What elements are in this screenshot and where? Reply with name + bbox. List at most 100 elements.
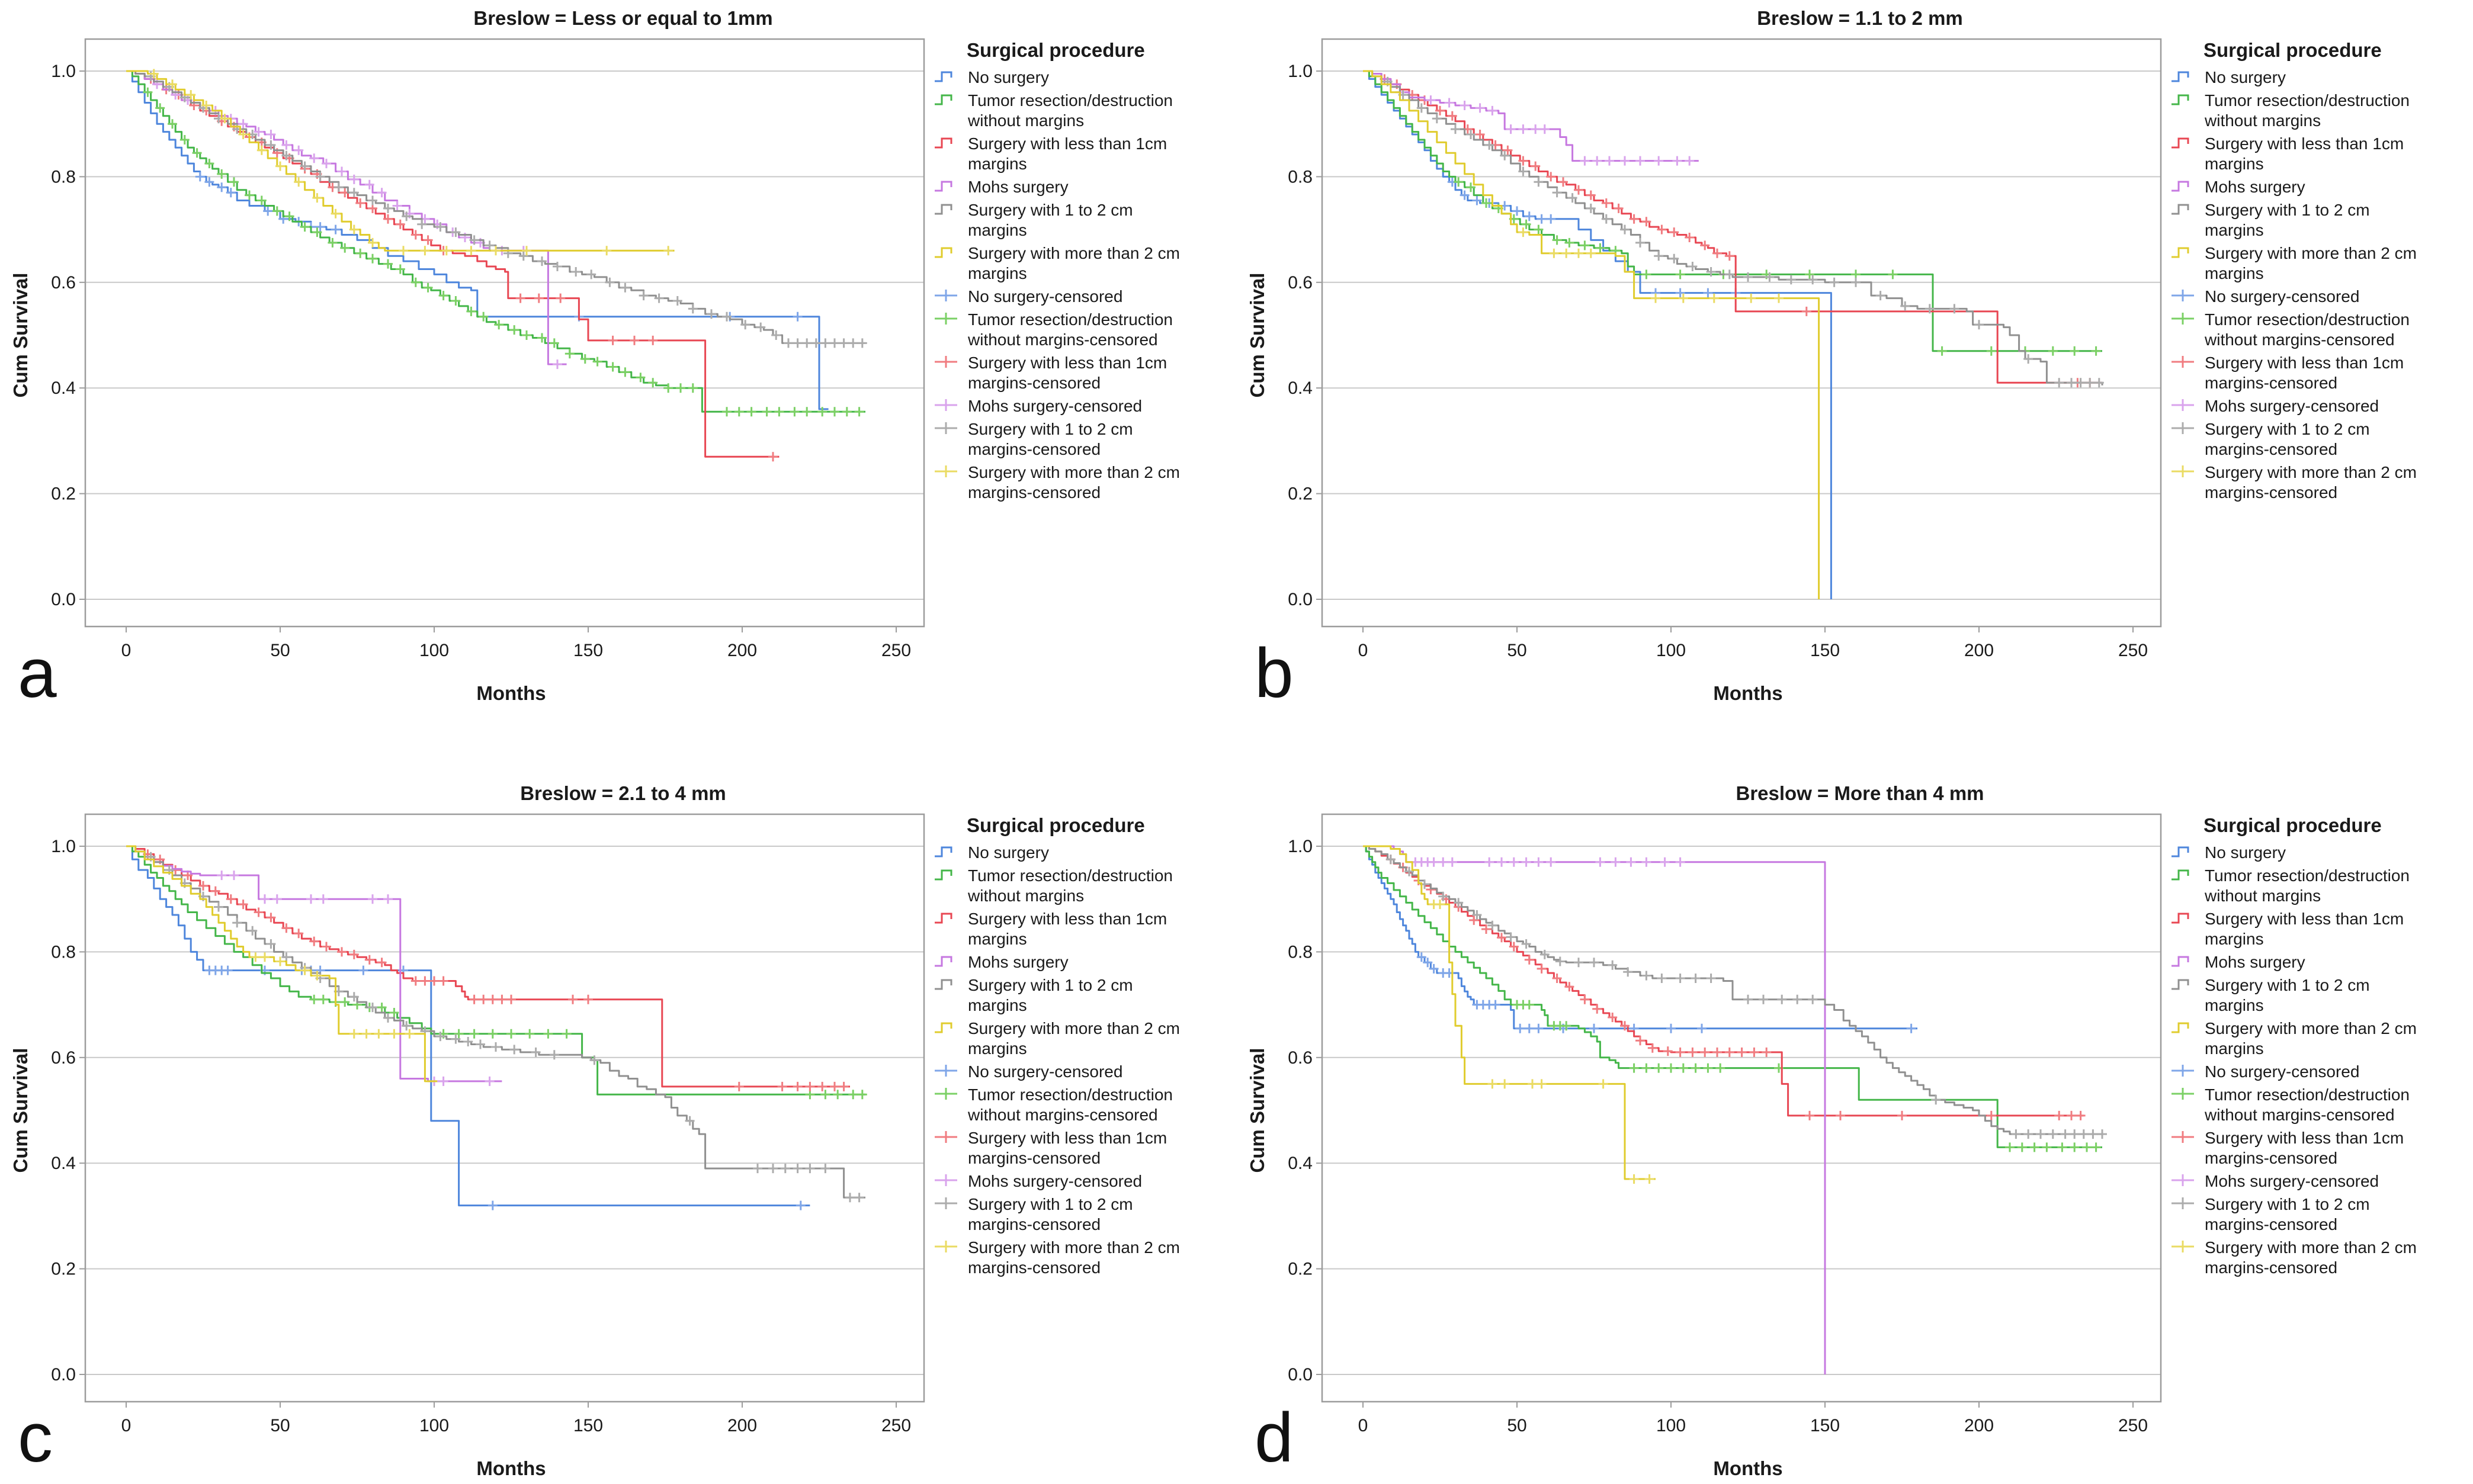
- censor-mark-red: [534, 293, 544, 303]
- censor-mark-red: [1564, 982, 1574, 992]
- legend-swatch-blue: [2172, 71, 2189, 82]
- censor-mark-red: [1592, 1004, 1602, 1014]
- legend-label: margins-censored: [2205, 440, 2337, 458]
- censor-mark-gray: [1438, 891, 1448, 901]
- censor-mark-green: [2082, 1142, 2092, 1152]
- censor-mark-red: [1524, 955, 1534, 965]
- censor-mark-red: [479, 994, 489, 1004]
- legend-swatch-censored-blue: [2172, 290, 2194, 301]
- legend-label: without margins: [967, 111, 1084, 130]
- censor-mark-gray: [476, 1039, 485, 1049]
- legend-swatch-censored-red: [2172, 1131, 2194, 1143]
- censor-mark-red: [254, 907, 264, 917]
- censor-mark-gray: [451, 227, 461, 237]
- censor-mark-blue: [487, 1200, 498, 1210]
- censor-mark-gray: [1518, 166, 1528, 176]
- legend-label: margins-censored: [2205, 1215, 2337, 1234]
- censor-mark-green: [2091, 346, 2101, 356]
- censor-mark-gray: [1555, 956, 1565, 966]
- censor-mark-yellow: [149, 69, 159, 79]
- censor-mark-gray: [780, 1164, 790, 1174]
- censor-mark-violet: [392, 201, 402, 211]
- km-chart-b: Breslow = 1.1 to 2 mm 0.0 0.2 0.4 0.6 0.8 1.0 0…: [1246, 7, 2417, 704]
- censor-mark-yellow: [1500, 1079, 1510, 1089]
- censor-mark-gray: [1829, 277, 1839, 287]
- legend-label: Surgery with more than 2 cm: [2205, 1019, 2417, 1037]
- censor-mark-gray: [281, 952, 291, 962]
- legend-label: No surgery-censored: [2205, 287, 2359, 306]
- censor-mark-violet: [1447, 857, 1457, 867]
- legend-label: margins: [2205, 264, 2264, 282]
- censor-mark-yellow: [466, 246, 476, 256]
- legend-label: margins-censored: [2205, 1258, 2337, 1277]
- censor-mark-red: [1897, 1110, 1907, 1120]
- censor-mark-gray: [1487, 920, 1497, 930]
- censor-mark-green: [1666, 1063, 1676, 1073]
- legend-swatch-censored-blue: [935, 290, 957, 301]
- legend-label: Surgery with 1 to 2 cm: [2205, 976, 2370, 994]
- censor-mark-green: [2070, 346, 2080, 356]
- censor-mark-gray: [1466, 130, 1476, 139]
- censor-mark-gray: [463, 1037, 473, 1046]
- legend-label: Surgery with less than 1cm: [968, 134, 1167, 153]
- censor-mark-violet: [294, 145, 304, 155]
- censor-mark-gray: [333, 182, 344, 192]
- km-curve-yellow: [1363, 845, 1656, 1180]
- legend-label: No surgery: [2205, 843, 2286, 862]
- legend-swatch-censored-red: [2172, 356, 2194, 368]
- censor-mark-green: [620, 367, 630, 377]
- censor-mark-green: [608, 362, 618, 372]
- censor-mark-green: [2091, 1142, 2101, 1152]
- censor-mark-gray: [1654, 251, 1664, 261]
- censor-mark-green: [312, 227, 322, 237]
- censor-mark-yellow: [663, 246, 673, 256]
- censor-mark-green: [466, 306, 476, 316]
- legend-label: Surgery with less than 1cm: [2205, 134, 2404, 153]
- censor-mark-gray: [1808, 994, 1818, 1004]
- legend-label: Surgery with more than 2 cm: [968, 463, 1180, 481]
- censor-mark-red: [830, 1081, 839, 1091]
- legend-label: Tumor resection/destruction: [968, 1085, 1173, 1104]
- legend-swatch-yellow: [2172, 1022, 2189, 1033]
- y-tick-label: 0.2: [1288, 1260, 1313, 1279]
- censor-mark-green: [564, 349, 575, 359]
- censor-mark-green: [509, 325, 519, 335]
- legend-swatch-censored-gray: [935, 422, 957, 434]
- y-tick-label: 0.0: [1288, 1365, 1313, 1385]
- censor-mark-red: [1688, 1047, 1698, 1057]
- y-tick-label: 0.0: [1288, 590, 1313, 609]
- censor-mark-gray: [2054, 378, 2064, 388]
- censor-mark-blue: [1537, 214, 1547, 224]
- km-curve-blue: [126, 845, 810, 1207]
- censor-mark-gray: [1792, 994, 1802, 1004]
- censor-mark-green: [1534, 224, 1544, 235]
- censor-mark-green: [734, 407, 744, 417]
- censor-mark-yellow: [251, 952, 261, 962]
- censor-mark-gray: [685, 1116, 695, 1126]
- censor-mark-gray: [315, 172, 325, 182]
- censor-mark-gray: [1759, 994, 1768, 1004]
- censor-mark-violet: [1611, 857, 1621, 867]
- censor-mark-red: [1509, 942, 1519, 952]
- censor-mark-green: [1715, 1063, 1725, 1073]
- censor-mark-gray: [1385, 855, 1396, 865]
- censor-mark-green: [688, 383, 698, 393]
- censor-mark-violet: [1654, 156, 1664, 166]
- censor-mark-gray: [1484, 140, 1494, 150]
- censor-mark-yellow: [260, 952, 270, 962]
- censor-mark-green: [229, 177, 239, 187]
- censor-mark-red: [1801, 306, 1811, 316]
- censor-mark-gray: [672, 296, 682, 306]
- legend-label: margins-censored: [968, 483, 1101, 502]
- censor-mark-gray: [1974, 320, 1984, 330]
- km-curve-yellow: [1363, 70, 1820, 599]
- censor-mark-red: [1675, 1047, 1685, 1057]
- censor-mark-violet: [238, 119, 248, 129]
- legend-label: margins: [2205, 930, 2264, 948]
- censor-mark-green: [592, 356, 602, 367]
- censor-mark-red: [1475, 130, 1485, 139]
- panel-group-b: Breslow = 1.1 to 2 mm 0.0 0.2 0.4 0.6 0.8 1.0 0…: [1246, 7, 2417, 704]
- censor-mark-green: [423, 282, 433, 293]
- censor-mark-gray: [802, 338, 812, 348]
